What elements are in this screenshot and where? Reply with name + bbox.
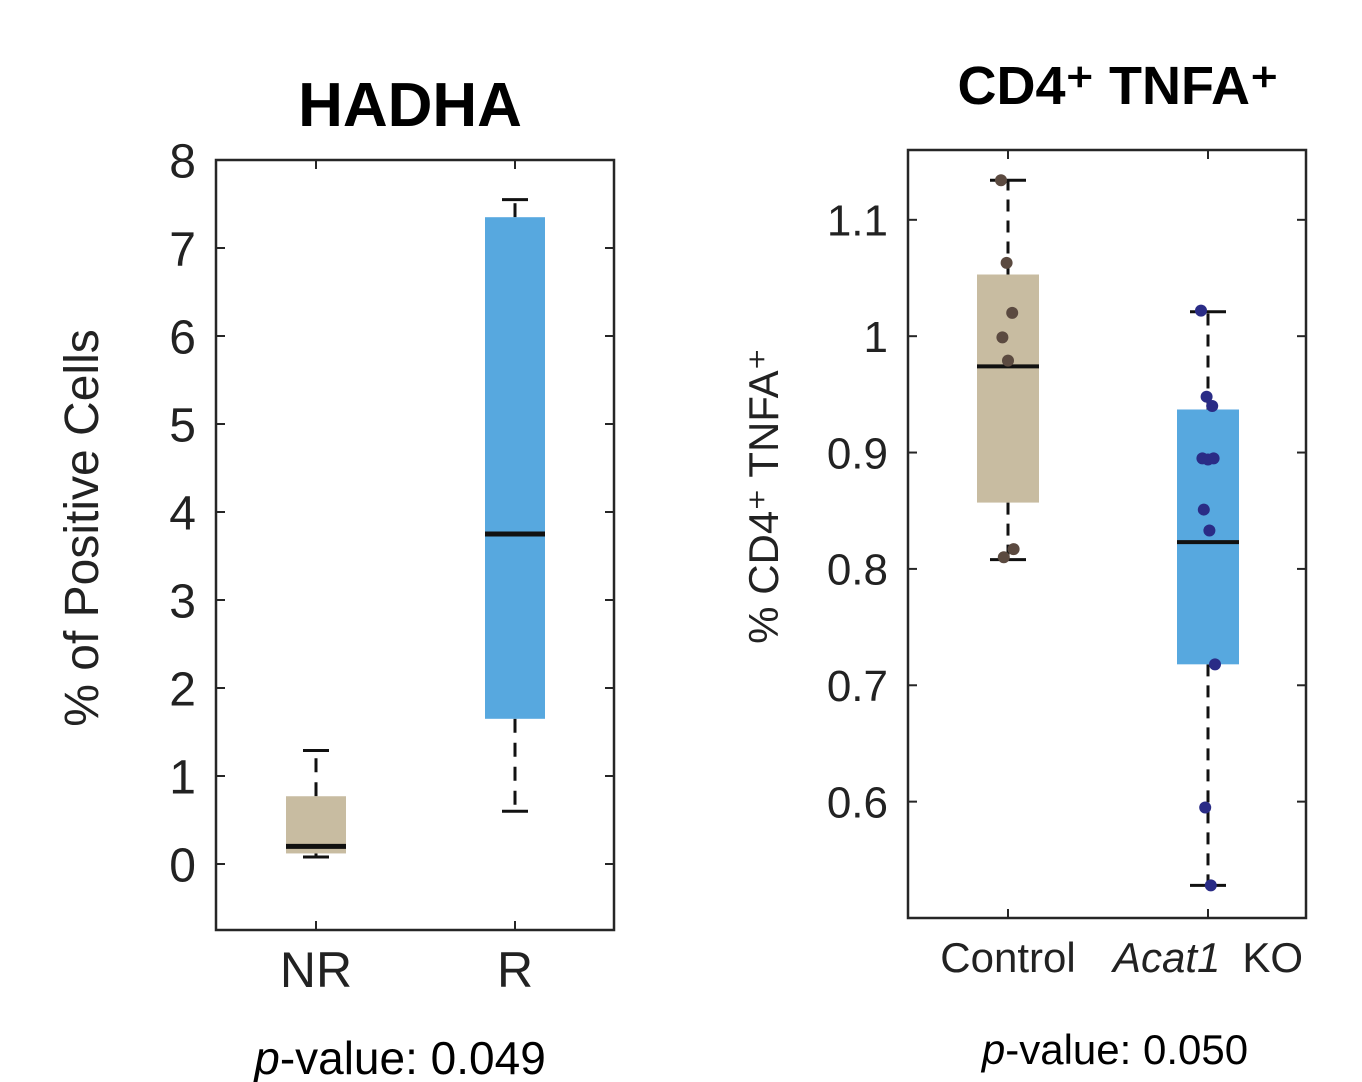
data-point: [1199, 801, 1212, 814]
x-category-label: Acat1 KO: [1110, 934, 1303, 981]
hadha-panel: HADHA % of Positive Cells 0 1 2 3 4 5 6 7 8 NR R p…: [56, 71, 616, 1082]
data-point: [1207, 452, 1220, 465]
cd4-tnfa-p-value: p-value: 0.050: [980, 1026, 1248, 1073]
y-tick-label: 5: [169, 399, 196, 452]
hadha-y-axis-label: % of Positive Cells: [56, 329, 109, 726]
data-point: [1002, 354, 1014, 367]
data-point: [1006, 306, 1019, 319]
y-tick-label: 2: [169, 663, 196, 716]
data-point: [997, 551, 1010, 564]
data-point: [1200, 390, 1213, 403]
data-point: [1203, 524, 1216, 537]
plot-frame: [214, 158, 616, 932]
hadha-p-value-text: -value: 0.049: [280, 1032, 546, 1082]
hadha-chart-title: HADHA: [298, 71, 522, 140]
cd4-tnfa-chart-title: CD4⁺ TNFA⁺: [957, 56, 1278, 116]
cd4-tnfa-p-value-text: -value: 0.050: [1005, 1026, 1248, 1073]
y-tick-label: 1: [169, 751, 196, 804]
data-point: [995, 174, 1007, 187]
cd4-tnfa-y-axis-label: % CD4⁺ TNFA⁺: [740, 348, 787, 644]
data-point: [1007, 543, 1020, 556]
y-tick-label: 8: [169, 135, 196, 188]
data-point: [1000, 256, 1013, 269]
y-tick-label: 6: [169, 311, 196, 364]
y-tick-label: 3: [169, 575, 196, 628]
cd4-tnfa-plot-area: 0.6 0.7 0.8 0.9 1 1.1 Control Acat1 KO: [827, 148, 1308, 981]
cd4-tnfa-p-italic: p: [980, 1026, 1005, 1073]
y-tick-label: 0.9: [827, 429, 888, 478]
hadha-plot-area: 0 1 2 3 4 5 6 7 8 NR R: [169, 135, 616, 998]
iqr-box: [1177, 409, 1239, 665]
y-tick-label: 1.1: [827, 197, 888, 246]
y-tick-label: 1: [864, 313, 888, 362]
data-point: [1195, 304, 1207, 317]
data-point: [1206, 400, 1219, 412]
y-tick-label: 0.6: [827, 778, 888, 827]
data-point: [1204, 879, 1217, 892]
category-label-plain-part: KO: [1242, 934, 1303, 981]
y-tick-label: 7: [169, 223, 196, 276]
y-tick-label: 4: [169, 487, 196, 540]
x-category-label: NR: [280, 942, 352, 998]
hadha-p-value: p-value: 0.049: [252, 1032, 546, 1082]
hadha-p-italic: p: [252, 1032, 280, 1082]
y-tick-label: 0: [169, 839, 196, 892]
cd4-tnfa-panel: CD4⁺ TNFA⁺ % CD4⁺ TNFA⁺ 0.6 0.7 0.8 0.9 1 1.1…: [740, 56, 1308, 1073]
data-point: [1209, 658, 1221, 671]
x-category-label: Control: [940, 934, 1075, 981]
iqr-box: [485, 217, 545, 719]
data-point: [1197, 503, 1210, 516]
y-tick-label: 0.8: [827, 546, 888, 595]
y-tick-label: 0.7: [827, 662, 888, 711]
category-label-italic-part: Acat1: [1110, 934, 1220, 981]
data-point: [996, 331, 1009, 344]
plot-frame: [906, 148, 1308, 920]
x-category-label: R: [497, 942, 533, 998]
